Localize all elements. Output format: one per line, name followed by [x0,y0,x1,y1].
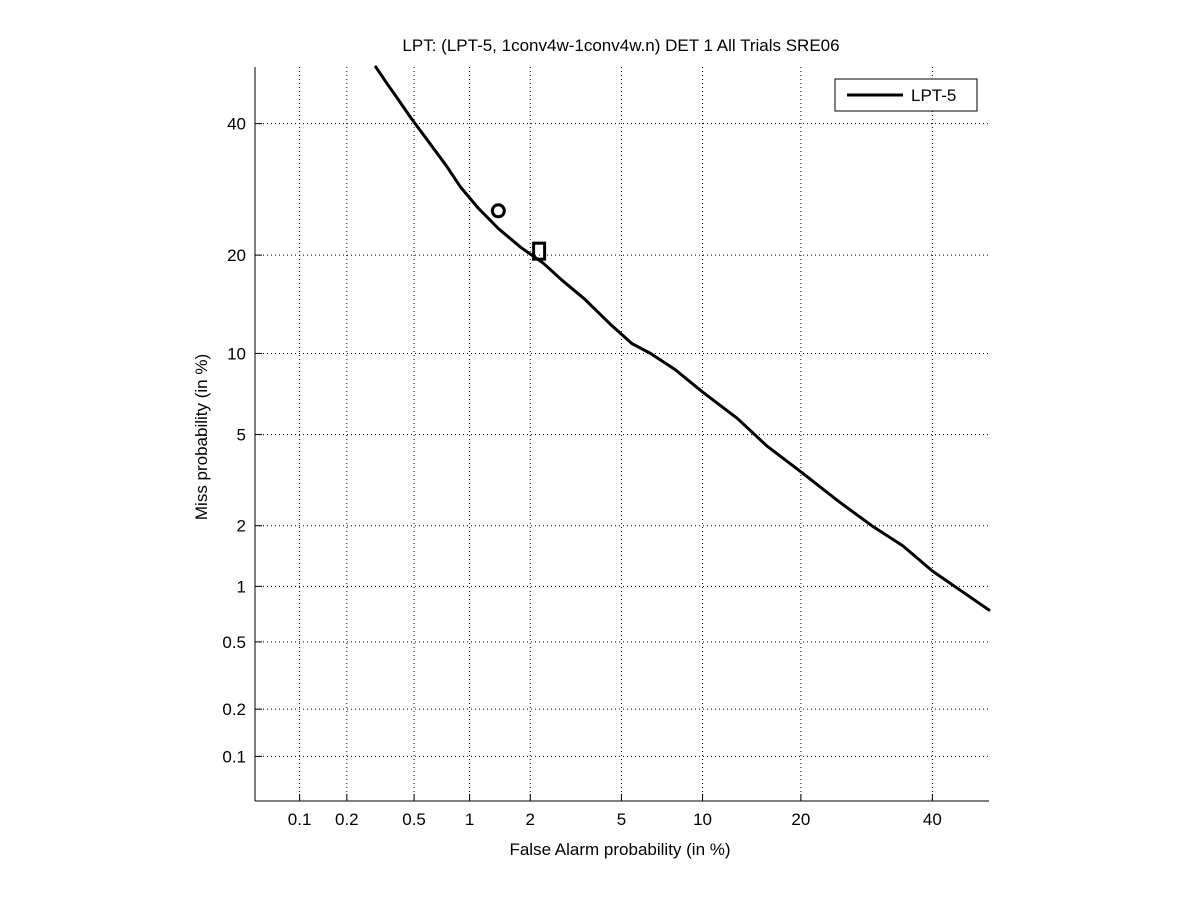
y-tick-label: 20 [227,246,246,265]
x-tick-label: 2 [526,810,535,829]
chart-title: LPT: (LPT-5, 1conv4w-1conv4w.n) DET 1 Al… [402,36,839,55]
x-tick-label: 0.5 [402,810,426,829]
plot-area [255,67,989,801]
x-axis-ticks: 0.1 0.2 0.5 1 2 5 10 20 40 [288,794,942,829]
series-layer [374,65,991,612]
x-tick-label: 0.1 [288,810,312,829]
axes [254,67,989,802]
legend: LPT-5 [834,78,978,112]
x-tick-label: 0.2 [335,810,359,829]
y-axis-label: Miss probability (in %) [192,354,211,520]
marker-layer [490,203,547,261]
x-axis-label: False Alarm probability (in %) [509,840,730,859]
y-tick-label: 1 [237,577,246,596]
y-tick-label: 0.2 [222,700,246,719]
y-tick-label: 10 [227,344,246,363]
y-tick-label: 40 [227,115,246,134]
x-tick-label: 5 [617,810,626,829]
actual-dcf-square-marker [532,241,547,261]
x-tick-label: 40 [923,810,942,829]
x-tick-label: 10 [693,810,712,829]
legend-label: LPT-5 [911,86,956,105]
y-tick-label: 2 [237,517,246,536]
y-axis-ticks: 0.1 0.2 0.5 1 2 5 10 20 40 [222,115,262,766]
x-tick-label: 1 [465,810,474,829]
series-line-0 [374,65,991,612]
y-tick-label: 5 [237,426,246,445]
min-dcf-circle-marker [490,203,506,219]
x-tick-label: 20 [791,810,810,829]
y-tick-label: 0.1 [222,747,246,766]
y-tick-label: 0.5 [222,633,246,652]
